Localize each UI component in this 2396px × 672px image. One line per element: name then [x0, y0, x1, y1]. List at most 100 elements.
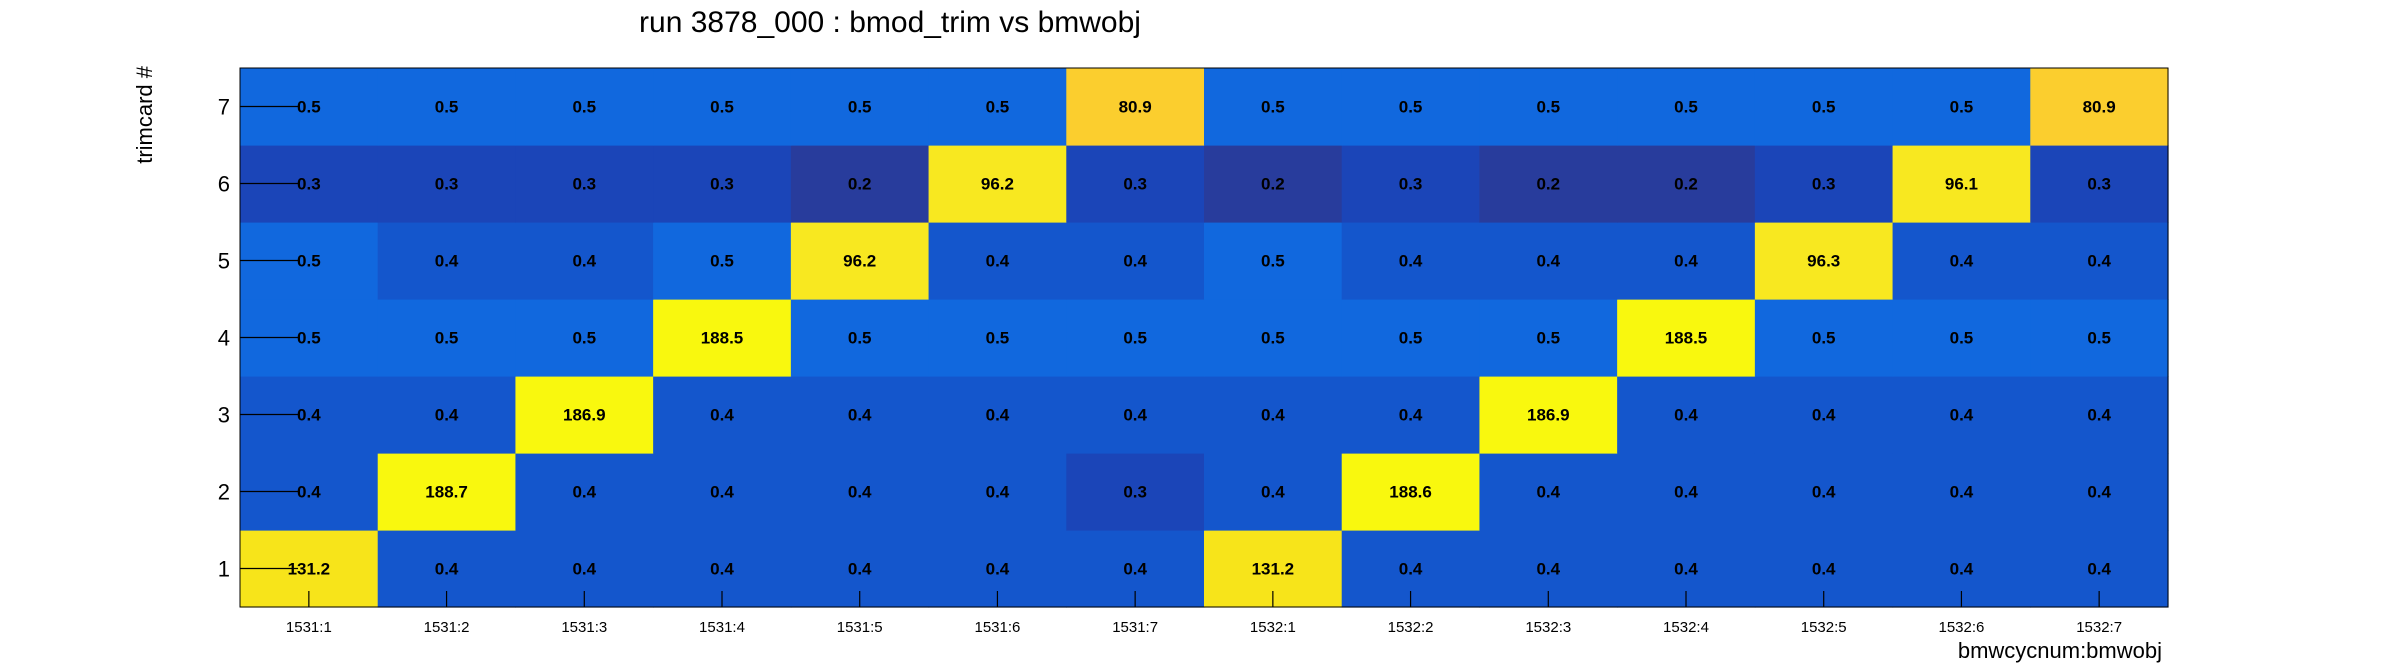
heatmap-cell	[515, 453, 654, 531]
y-tick-label: 6	[218, 172, 230, 197]
cell-value-label: 96.2	[981, 175, 1014, 194]
heatmap-cell	[377, 145, 517, 223]
x-axis-label: bmwcycnum:bmwobj	[1958, 638, 2162, 663]
cell-value-label: 0.5	[2087, 329, 2111, 348]
y-tick-label: 3	[218, 403, 230, 428]
cell-value-label: 0.4	[710, 406, 734, 425]
cell-value-label: 0.4	[1123, 252, 1147, 271]
cell-value-label: 0.4	[1950, 483, 1974, 502]
y-tick-label: 4	[218, 326, 230, 351]
cell-value-label: 0.4	[2087, 406, 2111, 425]
cell-value-label: 0.4	[1950, 252, 1974, 271]
heatmap-cell	[1617, 376, 1756, 454]
heatmap-cell	[1066, 453, 1205, 531]
heatmap-cell	[790, 299, 930, 377]
heatmap-cell	[928, 68, 1067, 146]
cell-value-label: 0.2	[1536, 175, 1560, 194]
cell-value-label: 0.5	[848, 98, 872, 117]
cell-value-label: 96.2	[843, 252, 876, 271]
heatmap-cell	[1892, 376, 2031, 454]
cell-value-label: 0.5	[986, 329, 1010, 348]
cell-value-label: 0.2	[1261, 175, 1285, 194]
cell-value-label: 0.4	[1123, 406, 1147, 425]
heatmap-cell	[1204, 68, 1343, 146]
cell-value-label: 0.4	[1123, 560, 1147, 579]
heatmap-cell	[2030, 376, 2169, 454]
cell-value-label: 0.3	[2087, 175, 2111, 194]
cell-value-label: 0.4	[572, 252, 596, 271]
cell-value-label: 0.4	[297, 483, 321, 502]
cell-value-label: 0.4	[572, 560, 596, 579]
cell-value-label: 131.2	[288, 560, 331, 579]
heatmap-cell	[515, 299, 654, 377]
heatmap-cell	[653, 222, 792, 300]
heatmap-cell	[1754, 68, 1894, 146]
heatmap-cell	[1754, 453, 1894, 531]
cell-value-label: 0.5	[435, 98, 459, 117]
heatmap-cell	[2030, 299, 2169, 377]
cell-value-label: 0.5	[1261, 98, 1285, 117]
cell-value-label: 0.5	[1399, 98, 1423, 117]
cell-value-label: 0.3	[1123, 483, 1147, 502]
cell-value-label: 0.3	[572, 175, 596, 194]
cell-value-label: 0.5	[710, 252, 734, 271]
x-tick-label: 1532:1	[1250, 619, 1296, 636]
heatmap-cell	[790, 376, 930, 454]
cell-value-label: 0.5	[1123, 329, 1147, 348]
cell-value-label: 0.4	[710, 483, 734, 502]
cell-value-label: 0.4	[986, 560, 1010, 579]
cell-value-label: 0.4	[986, 252, 1010, 271]
heatmap-cell	[1066, 68, 1205, 146]
heatmap-cell	[1066, 145, 1205, 223]
cell-value-label: 0.4	[848, 560, 872, 579]
cell-value-label: 0.4	[435, 560, 459, 579]
x-tick-label: 1532:6	[1938, 619, 1984, 636]
heatmap-cell	[1617, 299, 1756, 377]
heatmap-cell	[2030, 453, 2169, 531]
heatmap-cell	[790, 453, 930, 531]
cell-value-label: 0.4	[710, 560, 734, 579]
cell-value-label: 0.5	[1536, 329, 1560, 348]
heatmap-cell	[1479, 299, 1618, 377]
cell-value-label: 0.4	[986, 483, 1010, 502]
heatmap-cell	[1892, 145, 2031, 223]
cell-value-label: 0.5	[297, 252, 321, 271]
cell-value-label: 188.7	[425, 483, 468, 502]
heatmap-cell	[1754, 376, 1894, 454]
cell-value-label: 96.1	[1945, 175, 1978, 194]
heatmap-cell	[2030, 68, 2169, 146]
x-tick-label: 1531:6	[974, 619, 1020, 636]
chart-title: run 3878_000 : bmod_trim vs bmwobj	[639, 6, 1141, 39]
heatmap-cell	[1204, 222, 1343, 300]
cell-value-label: 0.4	[297, 406, 321, 425]
heatmap-cell	[1617, 222, 1756, 300]
heatmap-cell	[377, 299, 517, 377]
cell-value-label: 0.2	[1674, 175, 1698, 194]
cell-value-label: 188.6	[1389, 483, 1432, 502]
cell-value-label: 0.4	[1950, 406, 1974, 425]
heatmap-cell	[1341, 376, 1481, 454]
heatmap-cell	[1479, 68, 1618, 146]
heatmap-cell	[377, 376, 517, 454]
cell-value-label: 0.4	[1261, 406, 1285, 425]
x-tick-label: 1531:3	[561, 619, 607, 636]
heatmap-cells: 131.2 0.4 0.4 0.4 0.4 0.4 0.4 131.2 0.4 0.4 0.4 0.4…	[240, 68, 2169, 608]
heatmap-cell	[1341, 453, 1481, 531]
heatmap-cell	[1066, 222, 1205, 300]
x-tick-label: 1532:3	[1525, 619, 1571, 636]
heatmap-cell	[1479, 453, 1618, 531]
cell-value-label: 0.5	[1261, 329, 1285, 348]
heatmap-cell	[1892, 453, 2031, 531]
heatmap-cell	[1066, 299, 1205, 377]
cell-value-label: 188.5	[1665, 329, 1708, 348]
cell-value-label: 0.5	[1399, 329, 1423, 348]
x-tick-label: 1532:2	[1388, 619, 1434, 636]
heatmap-cell	[1479, 376, 1618, 454]
cell-value-label: 0.5	[1812, 98, 1836, 117]
cell-value-label: 0.4	[1536, 560, 1560, 579]
y-tick-label: 1	[218, 557, 230, 582]
y-axis-ticks: 1 2 3 4 5 6 7	[218, 95, 298, 582]
cell-value-label: 0.5	[572, 329, 596, 348]
cell-value-label: 0.4	[1950, 560, 1974, 579]
